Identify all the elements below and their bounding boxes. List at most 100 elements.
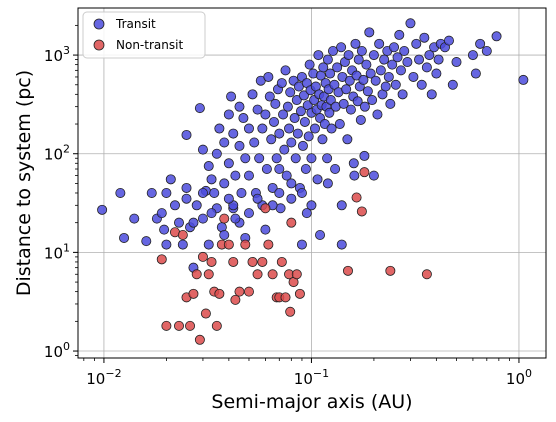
point-transit — [324, 107, 335, 118]
point-non-transit — [276, 256, 287, 267]
point-non-transit — [252, 269, 263, 280]
point-transit — [312, 174, 323, 185]
point-transit — [274, 164, 285, 175]
point-transit — [230, 213, 241, 224]
point-transit — [318, 62, 329, 73]
point-transit — [296, 187, 307, 198]
point-transit — [236, 187, 247, 198]
point-transit — [338, 98, 349, 109]
point-non-transit — [228, 256, 239, 267]
point-non-transit — [211, 320, 222, 331]
point-transit — [315, 230, 326, 241]
point-transit — [181, 182, 192, 193]
point-transit — [197, 213, 208, 224]
legend-marker-transit — [93, 18, 105, 30]
point-transit — [191, 200, 202, 211]
point-transit — [353, 54, 364, 65]
point-transit — [345, 104, 356, 115]
point-transit — [266, 134, 277, 145]
point-transit — [343, 50, 354, 61]
legend-label-non-transit: Non-transit — [116, 38, 183, 52]
point-transit — [424, 50, 435, 61]
point-transit — [326, 123, 337, 134]
point-non-transit — [200, 308, 211, 319]
point-transit — [306, 153, 317, 164]
point-transit — [399, 45, 410, 56]
point-transit — [206, 174, 217, 185]
point-non-transit — [206, 256, 217, 267]
x-tick-label: 10−1 — [294, 367, 329, 388]
point-transit — [306, 200, 317, 211]
point-transit — [389, 42, 400, 53]
point-transit — [481, 45, 492, 56]
y-tick-label: 101 — [44, 241, 70, 262]
point-transit — [159, 224, 170, 235]
point-transit — [296, 239, 307, 250]
point-transit — [336, 42, 347, 53]
point-non-transit — [203, 269, 214, 280]
point-non-transit — [230, 294, 241, 305]
point-non-transit — [161, 320, 172, 331]
point-transit — [271, 153, 282, 164]
point-transit — [368, 170, 379, 181]
point-transit — [247, 89, 258, 100]
point-transit — [243, 170, 254, 181]
point-non-transit — [342, 265, 353, 276]
point-transit — [274, 187, 285, 198]
point-transit — [203, 239, 214, 250]
point-transit — [161, 239, 172, 250]
point-transit — [264, 91, 275, 102]
point-transit — [359, 150, 370, 161]
point-transit — [325, 68, 336, 79]
point-transit — [146, 187, 157, 198]
point-transit — [405, 18, 416, 29]
point-non-transit — [234, 286, 245, 297]
point-non-transit — [263, 239, 274, 250]
point-transit — [470, 68, 481, 79]
point-non-transit — [194, 334, 205, 345]
point-transit — [260, 109, 271, 120]
point-transit — [394, 29, 405, 40]
point-transit — [301, 208, 312, 219]
point-transit — [313, 50, 324, 61]
point-transit — [270, 98, 281, 109]
point-non-transit — [356, 206, 367, 217]
point-transit — [206, 208, 217, 219]
point-transit — [300, 164, 311, 175]
point-transit — [276, 78, 287, 89]
point-transit — [226, 91, 237, 102]
plot-frame — [77, 7, 547, 359]
point-transit — [367, 95, 378, 106]
point-transit — [317, 134, 328, 145]
point-transit — [416, 79, 427, 90]
point-transit — [274, 128, 285, 139]
point-transit — [414, 54, 425, 65]
point-transit — [297, 140, 308, 151]
point-non-transit — [291, 269, 302, 280]
point-transit — [254, 153, 265, 164]
point-non-transit — [359, 167, 370, 178]
point-non-transit — [156, 254, 167, 265]
point-transit — [304, 59, 315, 70]
point-transit — [336, 239, 347, 250]
point-transit — [281, 170, 292, 181]
point-transit — [358, 74, 369, 85]
point-transit — [395, 65, 406, 76]
point-transit — [334, 119, 345, 130]
point-transit — [249, 137, 260, 148]
point-transit — [240, 153, 251, 164]
point-transit — [329, 79, 340, 90]
point-transit — [362, 86, 373, 97]
point-transit — [97, 204, 108, 215]
point-transit — [261, 164, 272, 175]
point-transit — [286, 193, 297, 204]
x-tick-label: 10−2 — [86, 367, 121, 388]
point-transit — [188, 217, 199, 228]
point-transit — [467, 50, 478, 61]
x-tick-label: 100 — [506, 367, 532, 388]
y-tick-label: 100 — [44, 340, 70, 361]
y-tick-label: 102 — [44, 143, 70, 164]
point-non-transit — [177, 230, 188, 241]
point-transit — [387, 59, 398, 70]
